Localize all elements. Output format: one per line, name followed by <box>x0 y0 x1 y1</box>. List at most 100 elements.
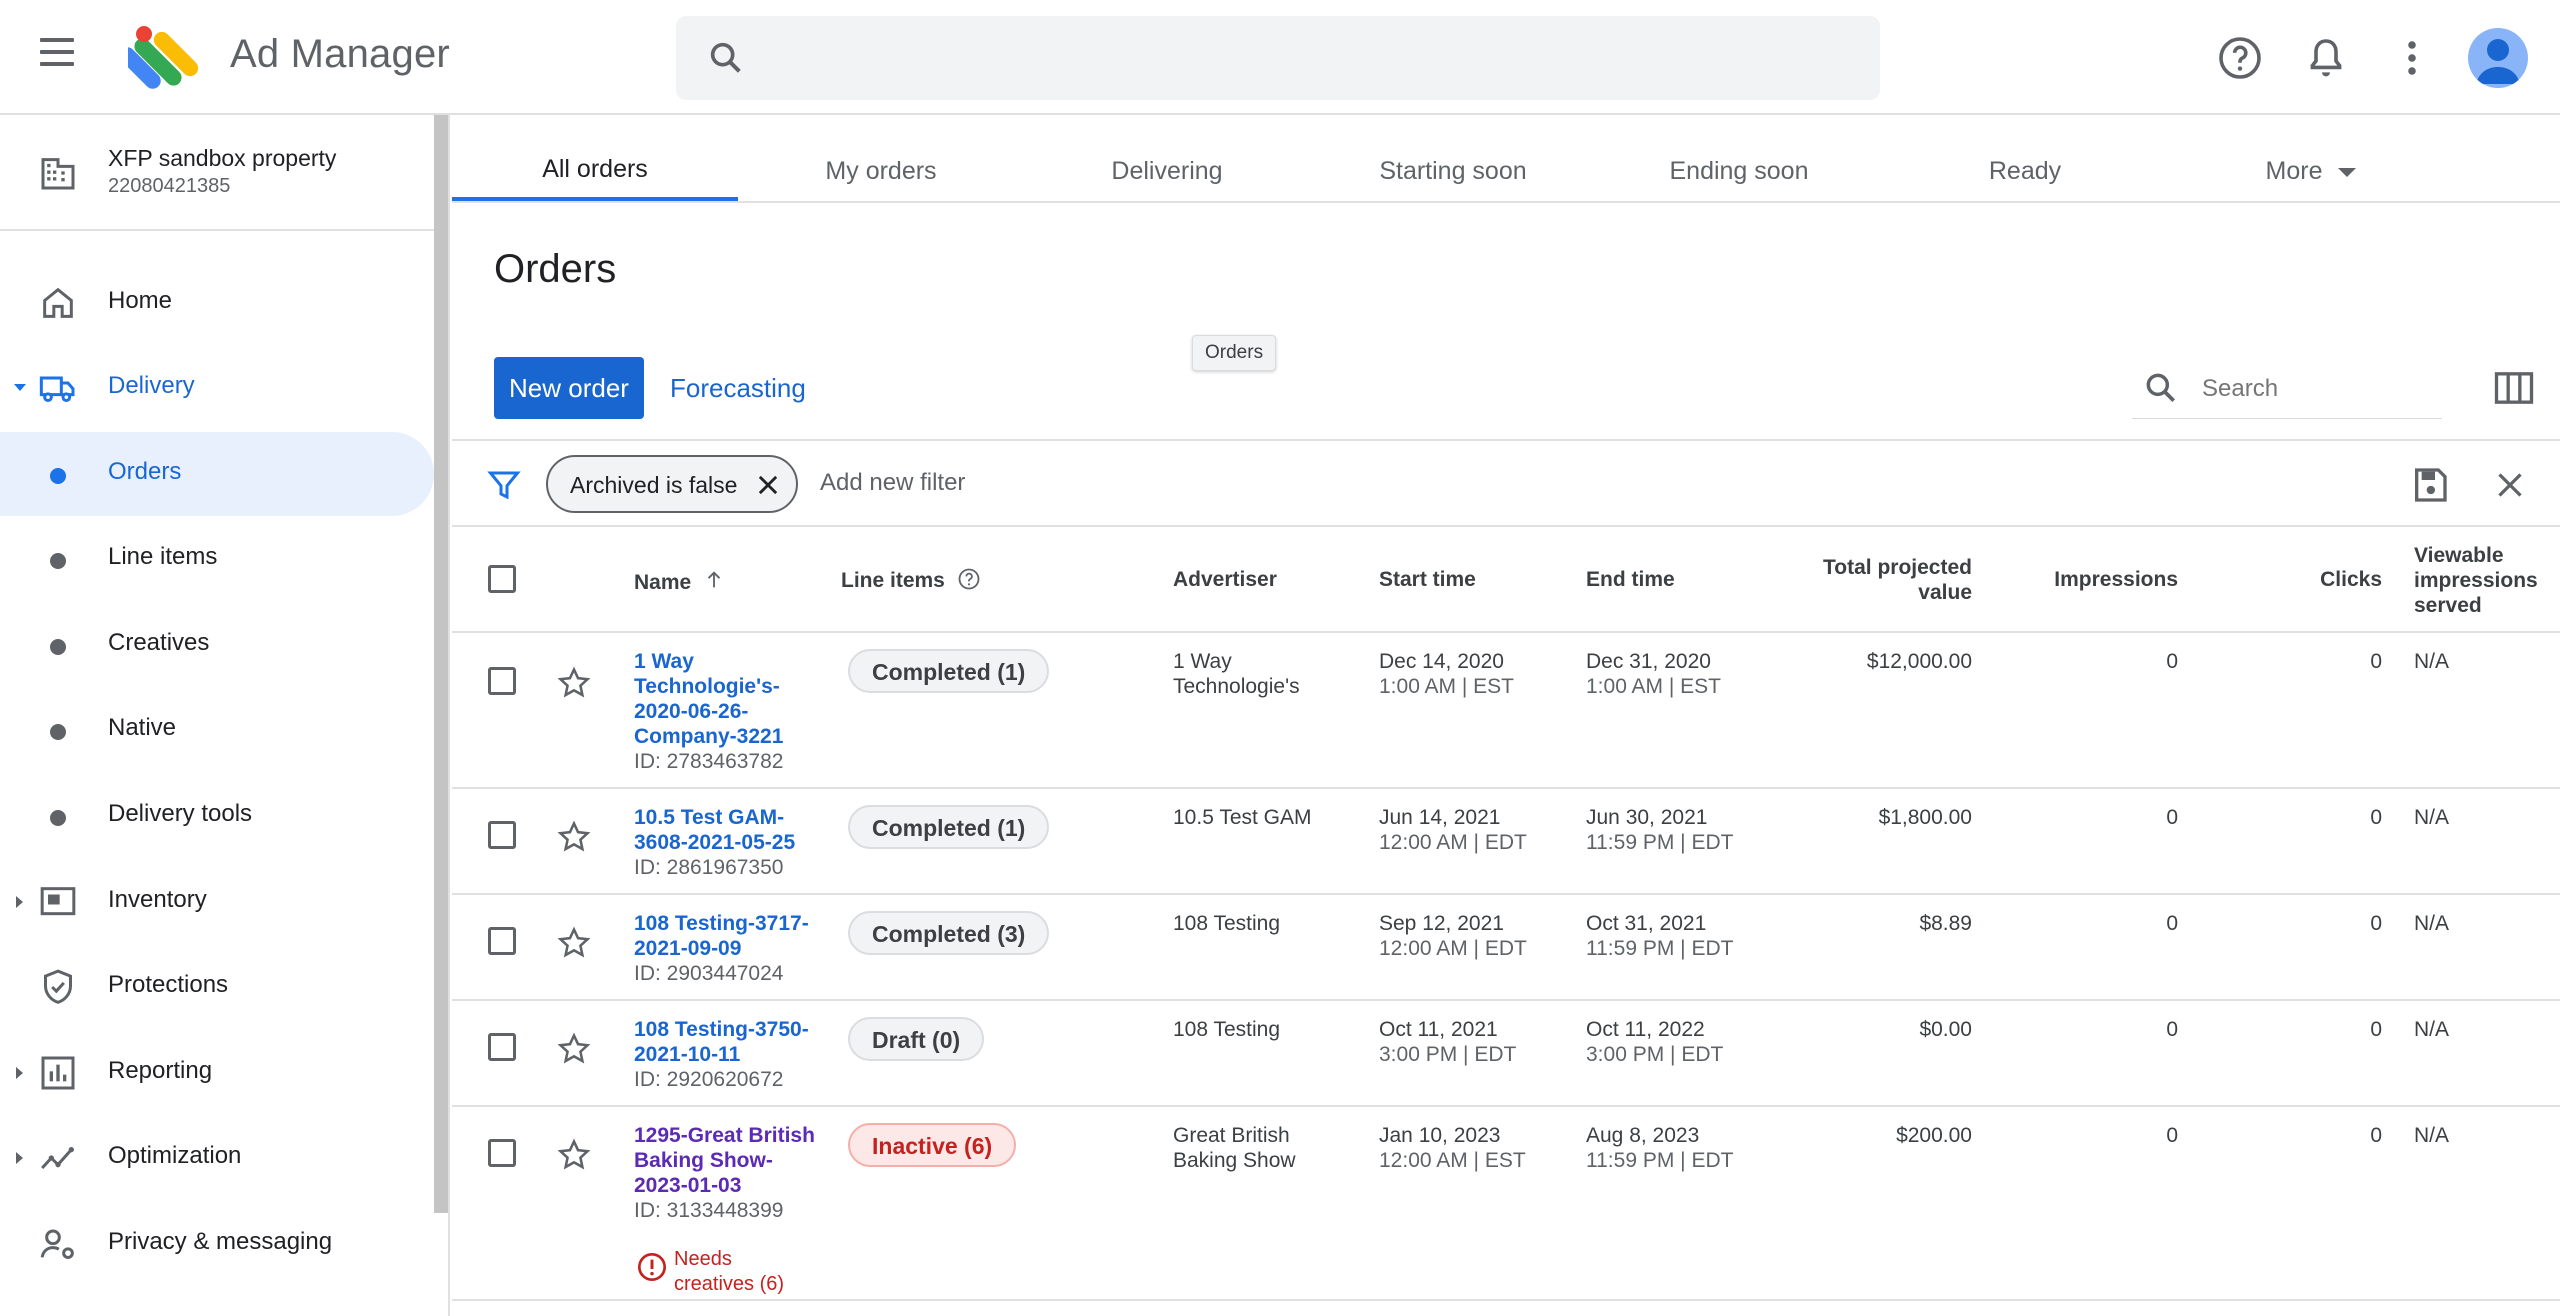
column-header-name[interactable]: Name <box>634 569 725 595</box>
end-time: 11:59 PM | EDT <box>1586 831 1734 854</box>
star-icon[interactable] <box>556 665 592 701</box>
tab-delivering[interactable]: Delivering <box>1111 157 1223 185</box>
table-search[interactable] <box>2132 357 2442 419</box>
line-items-status-badge[interactable]: Completed (1) <box>848 649 1050 693</box>
sidebar-item-native[interactable]: Native <box>0 688 434 772</box>
needs-creatives-warning[interactable]: Needs creatives (6) <box>674 1247 784 1297</box>
help-icon[interactable] <box>2216 34 2264 82</box>
start-time: 1:00 AM | EST <box>1379 675 1515 698</box>
order-name-link[interactable]: 10.5 Test GAM- 3608-2021-05-25 ID: 28619… <box>634 805 795 880</box>
tab-all-orders[interactable]: All orders <box>452 115 738 201</box>
sidebar-item-creatives[interactable]: Creatives <box>0 603 434 687</box>
sidebar-item-inventory[interactable]: Inventory <box>0 860 434 944</box>
advertiser-line: 10.5 Test GAM <box>1173 806 1312 829</box>
column-header-line-items[interactable]: Line items <box>841 567 981 593</box>
sort-ascending-icon[interactable] <box>703 569 725 591</box>
row-checkbox[interactable] <box>488 927 516 955</box>
row-checkbox[interactable] <box>488 1033 516 1061</box>
star-icon[interactable] <box>556 1031 592 1067</box>
column-header-end-time[interactable]: End time <box>1586 568 1675 591</box>
sidebar-item-orders[interactable]: Orders <box>0 432 434 516</box>
sidebar-item-optimization[interactable]: Optimization <box>0 1116 434 1200</box>
forecasting-button[interactable]: Forecasting <box>670 357 806 419</box>
new-order-button[interactable]: New order <box>494 357 644 419</box>
column-settings-icon[interactable] <box>2494 371 2534 405</box>
sidebar-item-privacy[interactable]: Privacy & messaging <box>0 1202 434 1286</box>
sidebar-item-label: Inventory <box>108 886 207 913</box>
notifications-bell-icon[interactable] <box>2302 34 2350 82</box>
tab-starting-soon[interactable]: Starting soon <box>1379 157 1527 185</box>
column-header-label: served <box>2414 594 2482 617</box>
close-icon[interactable] <box>2492 467 2528 503</box>
advertiser-cell: 108 Testing <box>1173 1017 1280 1042</box>
add-filter-link[interactable]: Add new filter <box>820 469 966 496</box>
tab-my-orders[interactable]: My orders <box>825 157 937 185</box>
sidebar-item-home[interactable]: Home <box>0 261 434 345</box>
sidebar-item-delivery[interactable]: Delivery <box>0 346 434 430</box>
table-row[interactable]: 108 Testing-3717- 2021-09-09 ID: 2903447… <box>452 895 2560 1001</box>
person-settings-icon <box>40 1229 74 1259</box>
filter-chip[interactable]: Archived is false <box>546 455 798 513</box>
end-time: 11:59 PM | EDT <box>1586 1149 1734 1172</box>
order-name-line: 108 Testing-3750- <box>634 1018 809 1041</box>
table-row[interactable]: 1295-Great British Baking Show- 2023-01-… <box>452 1107 2560 1301</box>
tab-more[interactable]: More <box>2168 115 2454 201</box>
star-icon[interactable] <box>556 925 592 961</box>
hamburger-menu-icon[interactable] <box>34 38 82 78</box>
global-search[interactable] <box>676 16 1880 100</box>
star-icon[interactable] <box>556 1137 592 1173</box>
sidebar-item-line-items[interactable]: Line items <box>0 517 434 601</box>
property-selector[interactable]: XFP sandbox property 22080421385 <box>0 115 434 231</box>
save-icon[interactable] <box>2410 465 2450 505</box>
star-icon[interactable] <box>556 819 592 855</box>
help-icon[interactable] <box>957 567 981 591</box>
column-header-clicks[interactable]: Clicks <box>2320 568 2382 591</box>
end-time: 11:59 PM | EDT <box>1586 937 1734 960</box>
tab-ready[interactable]: Ready <box>1988 157 2062 185</box>
impressions-cell: 0 <box>2166 912 2178 935</box>
order-name-link[interactable]: 108 Testing-3750- 2021-10-11 ID: 2920620… <box>634 1017 809 1092</box>
tab-ending-soon[interactable]: Ending soon <box>1669 157 1809 185</box>
line-items-status-badge[interactable]: Inactive (6) <box>848 1123 1017 1167</box>
select-all-checkbox[interactable] <box>488 565 516 593</box>
line-items-status-badge[interactable]: Completed (1) <box>848 805 1050 849</box>
inventory-icon <box>40 887 76 916</box>
row-checkbox[interactable] <box>488 821 516 849</box>
sidebar-item-protections[interactable]: Protections <box>0 945 434 1029</box>
table-header: Name Line items Advertiser Start time En… <box>452 527 2560 633</box>
column-header-start-time[interactable]: Start time <box>1379 568 1476 591</box>
filter-icon[interactable] <box>486 467 522 503</box>
end-time-cell: Oct 31, 2021 11:59 PM | EDT <box>1586 911 1733 961</box>
advertiser-cell: 1 Way Technologie's <box>1173 649 1300 699</box>
table-row[interactable]: 108 Testing-3750- 2021-10-11 ID: 2920620… <box>452 1001 2560 1107</box>
order-name-link[interactable]: 108 Testing-3717- 2021-09-09 ID: 2903447… <box>634 911 809 986</box>
row-checkbox[interactable] <box>488 1139 516 1167</box>
line-items-status-badge[interactable]: Completed (3) <box>848 911 1050 955</box>
sidebar-scrollbar[interactable] <box>434 115 448 1213</box>
column-header-total-value[interactable]: Total projected value <box>1772 555 1972 605</box>
avatar[interactable] <box>2468 28 2528 88</box>
table-search-input[interactable] <box>2202 371 2422 407</box>
order-name-link[interactable]: 1295-Great British Baking Show- 2023-01-… <box>634 1123 815 1223</box>
column-header-viewable[interactable]: Viewable impressions served <box>2414 543 2538 618</box>
sidebar-item-delivery-tools[interactable]: Delivery tools <box>0 774 434 858</box>
end-date: Dec 31, 2020 <box>1586 650 1711 673</box>
row-checkbox[interactable] <box>488 667 516 695</box>
start-time-cell: Sep 12, 2021 12:00 AM | EDT <box>1379 911 1527 961</box>
table-row[interactable]: 10.5 Test GAM- 3608-2021-05-25 ID: 28619… <box>452 789 2560 895</box>
start-date: Oct 11, 2021 <box>1379 1018 1498 1041</box>
impressions-cell: 0 <box>2166 806 2178 829</box>
column-header-impressions[interactable]: Impressions <box>2054 568 2178 591</box>
remove-filter-icon[interactable] <box>754 471 782 499</box>
column-header-advertiser[interactable]: Advertiser <box>1173 568 1277 591</box>
user-avatar-icon <box>2476 39 2520 84</box>
end-time: 3:00 PM | EDT <box>1586 1043 1724 1066</box>
order-name-line: Company-3221 <box>634 725 784 748</box>
more-vert-icon[interactable] <box>2388 34 2436 82</box>
order-name-link[interactable]: 1 Way Technologie's- 2020-06-26- Company… <box>634 649 783 774</box>
sidebar-item-reporting[interactable]: Reporting <box>0 1031 434 1115</box>
global-search-input[interactable] <box>766 30 1846 86</box>
advertiser-cell: Great British Baking Show <box>1173 1123 1296 1173</box>
line-items-status-badge[interactable]: Draft (0) <box>848 1017 985 1061</box>
table-row[interactable]: 1 Way Technologie's- 2020-06-26- Company… <box>452 633 2560 789</box>
